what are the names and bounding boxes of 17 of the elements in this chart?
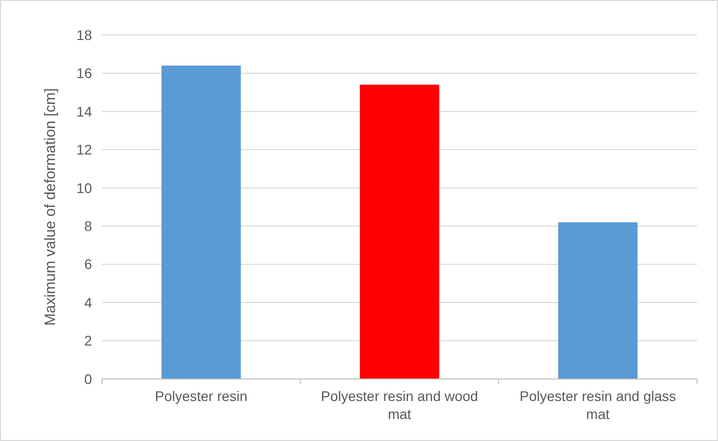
x-tick-label: Polyester resin and wood mat: [320, 388, 478, 422]
y-tick-label: 2: [84, 332, 92, 349]
bar: [360, 84, 440, 379]
y-tick-label: 6: [84, 256, 92, 272]
y-tick-label: 8: [84, 218, 92, 234]
bar: [558, 222, 638, 379]
y-tick-label: 14: [76, 103, 92, 120]
y-tick-label: 0: [84, 370, 92, 387]
x-tick-label: Polyester resin and glass mat: [520, 388, 676, 422]
y-tick-label: 4: [84, 294, 92, 310]
y-axis-title: Maximum value of deformation [cm]: [42, 88, 59, 326]
y-tick-label: 10: [76, 180, 92, 196]
y-tick-label: 12: [76, 142, 92, 158]
x-tick-label: Polyester resin: [154, 388, 248, 404]
y-tick-label: 18: [76, 26, 92, 43]
bar: [162, 66, 241, 379]
y-tick-label: 16: [76, 65, 92, 82]
